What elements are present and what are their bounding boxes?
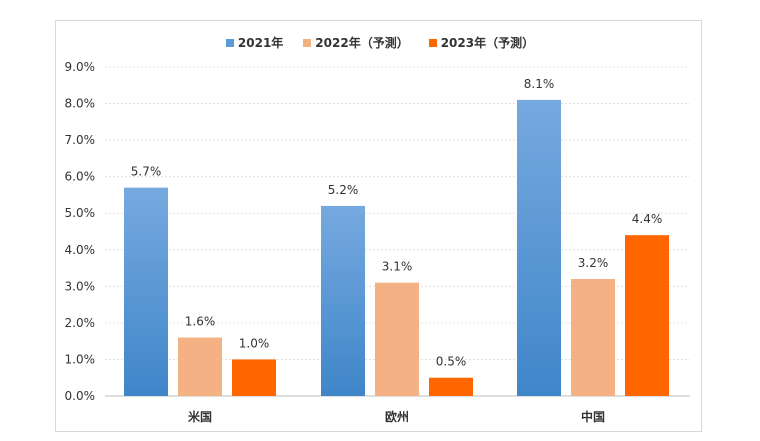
bar bbox=[375, 282, 419, 396]
y-tick-label: 4.0% bbox=[65, 243, 96, 257]
data-label: 1.6% bbox=[185, 315, 216, 329]
bar bbox=[625, 235, 669, 396]
data-label: 1.0% bbox=[239, 336, 270, 350]
bar bbox=[429, 377, 473, 396]
y-tick-label: 8.0% bbox=[65, 97, 96, 111]
data-label: 3.1% bbox=[382, 260, 413, 274]
category-label: 欧州 bbox=[385, 409, 409, 424]
legend-label-2023: 2023年（予測） bbox=[440, 36, 535, 50]
y-tick-label: 0.0% bbox=[65, 389, 96, 403]
bar bbox=[571, 279, 615, 396]
bar bbox=[178, 337, 222, 396]
y-tick-label: 1.0% bbox=[65, 352, 96, 366]
legend-swatch-2022 bbox=[303, 38, 312, 47]
bar bbox=[321, 205, 365, 396]
legend-label-2021: 2021年 bbox=[237, 36, 284, 50]
data-label: 5.2% bbox=[328, 183, 359, 197]
legend-item-2021: 2021年 bbox=[225, 34, 284, 51]
bar bbox=[517, 99, 561, 397]
y-tick-label: 7.0% bbox=[65, 133, 96, 147]
y-tick-label: 5.0% bbox=[65, 206, 96, 220]
category-label: 中国 bbox=[581, 409, 605, 424]
bar bbox=[124, 187, 168, 396]
legend: 2021年 2022年（予測） 2023年（予測） bbox=[0, 34, 760, 51]
y-tick-label: 3.0% bbox=[65, 279, 96, 293]
legend-swatch-2023 bbox=[428, 38, 437, 47]
data-label: 8.1% bbox=[524, 77, 555, 91]
legend-item-2023: 2023年（予測） bbox=[428, 34, 535, 51]
data-label: 4.4% bbox=[632, 212, 663, 226]
y-tick-label: 2.0% bbox=[65, 316, 96, 330]
legend-swatch-2021 bbox=[225, 38, 234, 47]
legend-item-2022: 2022年（予測） bbox=[303, 34, 409, 51]
data-label: 5.7% bbox=[131, 165, 162, 179]
bar bbox=[232, 359, 276, 396]
y-tick-label: 6.0% bbox=[65, 170, 96, 184]
category-label: 米国 bbox=[188, 409, 212, 424]
y-tick-label: 9.0% bbox=[65, 60, 96, 74]
legend-label-2022: 2022年（予測） bbox=[315, 36, 409, 50]
data-label: 0.5% bbox=[436, 355, 467, 369]
data-label: 3.2% bbox=[578, 256, 609, 270]
